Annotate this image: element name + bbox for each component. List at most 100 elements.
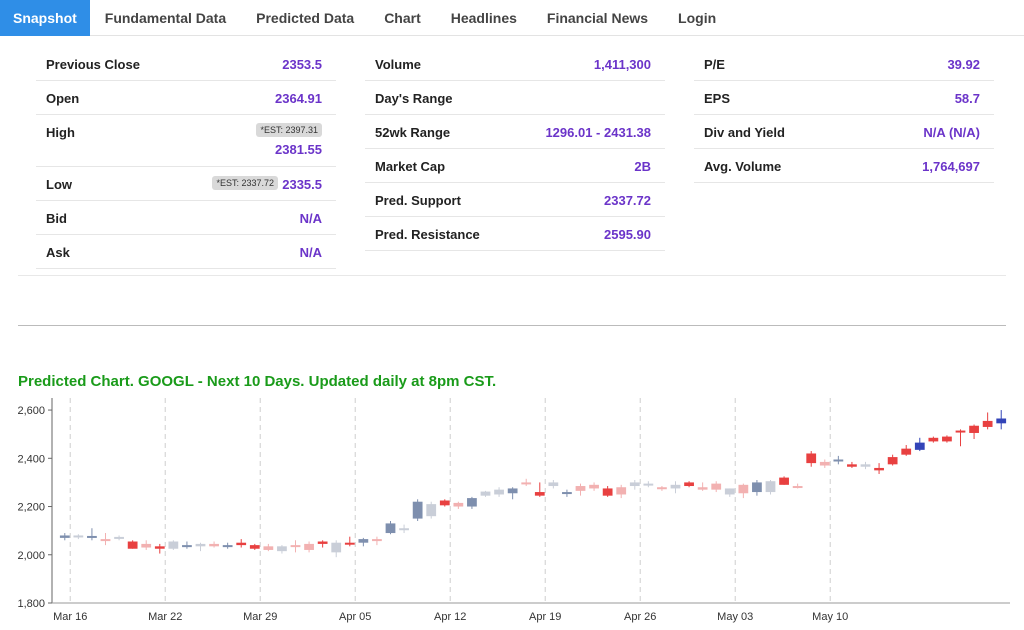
market-cap-label: Market Cap: [375, 159, 446, 174]
candle-body: [209, 543, 219, 547]
div-yield-label: Div and Yield: [704, 125, 785, 140]
candle-body: [154, 546, 165, 549]
candle: [602, 486, 613, 497]
candle: [996, 410, 1007, 430]
candle: [249, 543, 260, 550]
candle-body: [59, 535, 70, 538]
candle: [643, 481, 654, 488]
candle: [73, 534, 84, 540]
candle-body: [779, 477, 789, 485]
x-tick-label: Apr 12: [434, 611, 466, 623]
candle-body: [358, 539, 369, 543]
candle: [806, 451, 817, 467]
52wk-range-label: 52wk Range: [375, 125, 451, 140]
candle: [304, 541, 314, 553]
low-value: 2335.5: [282, 177, 322, 192]
pe-row: P/E 39.92: [694, 47, 994, 81]
candle: [209, 541, 219, 548]
low-row: Low *EST: 2337.72 2335.5: [36, 167, 336, 201]
candle-body: [521, 482, 532, 485]
candle-body: [575, 486, 586, 491]
candle: [575, 483, 586, 496]
candle: [765, 480, 776, 495]
candle: [127, 540, 138, 549]
candle-body: [331, 542, 342, 553]
candle: [507, 487, 518, 500]
candle: [724, 488, 735, 497]
candle-body: [860, 464, 871, 467]
candle-body: [195, 543, 206, 547]
tab-predicted-data[interactable]: Predicted Data: [256, 10, 355, 26]
candle: [684, 481, 694, 488]
low-label: Low: [46, 177, 72, 192]
x-tick-label: Apr 05: [339, 611, 371, 623]
candle: [860, 461, 871, 470]
candle: [969, 424, 979, 439]
candle: [928, 436, 939, 443]
candle-body: [249, 545, 260, 549]
candle: [562, 489, 572, 497]
tab-financial-news[interactable]: Financial News: [546, 10, 649, 26]
candle: [222, 542, 233, 549]
candle: [114, 535, 124, 541]
candle: [263, 543, 274, 552]
ask-row: Ask N/A: [36, 235, 336, 269]
candle-body: [100, 539, 111, 542]
candle: [616, 484, 627, 499]
ask-value: N/A: [299, 245, 322, 260]
candle-body: [589, 484, 599, 489]
candle: [779, 476, 789, 485]
tab-fundamental-data[interactable]: Fundamental Data: [104, 10, 227, 26]
y-tick-label: 1,800: [17, 598, 45, 610]
candle-body: [87, 535, 97, 538]
candle-body: [562, 492, 572, 495]
x-tick-label: May 10: [812, 611, 848, 623]
days-range-row: Day's Range: [365, 81, 665, 115]
candle-body: [263, 546, 274, 550]
candle-body: [317, 541, 328, 544]
candle: [982, 412, 993, 430]
candle: [711, 481, 722, 493]
candle-body: [806, 453, 817, 464]
avg-volume-value: 1,764,697: [922, 159, 980, 174]
tab-snapshot[interactable]: Snapshot: [0, 0, 90, 36]
tab-login[interactable]: Login: [678, 10, 717, 26]
candle: [331, 540, 342, 558]
volume-label: Volume: [375, 57, 421, 72]
pred-resistance-label: Pred. Resistance: [375, 227, 480, 242]
candle: [792, 483, 803, 489]
candle-body: [439, 500, 450, 506]
open-value: 2364.91: [275, 91, 322, 106]
tab-chart[interactable]: Chart: [384, 10, 421, 26]
tab-headlines[interactable]: Headlines: [450, 10, 517, 26]
candle-body: [887, 457, 898, 465]
candle: [548, 480, 559, 489]
candle: [697, 482, 708, 491]
52wk-range-value: 1296.01 - 2431.38: [545, 125, 651, 140]
y-tick-label: 2,200: [17, 502, 45, 514]
candle-body: [657, 487, 667, 490]
candle-body: [399, 528, 409, 531]
eps-value: 58.7: [954, 91, 980, 106]
open-label: Open: [46, 91, 80, 106]
open-row: Open 2364.91: [36, 81, 336, 115]
tab-bar: Snapshot Fundamental Data Predicted Data…: [0, 0, 1024, 36]
market-cap-value: 2B: [634, 159, 651, 174]
volume-value: 1,411,300: [593, 57, 651, 72]
candle: [154, 543, 165, 554]
candle-body: [507, 488, 518, 494]
candle: [657, 486, 667, 491]
volume-row: Volume 1,411,300: [365, 47, 665, 81]
snapshot-column-3: P/E 39.92 EPS 58.7 Div and Yield N/A (N/…: [694, 47, 994, 183]
candle-body: [874, 467, 884, 471]
div-yield-value: N/A (N/A): [923, 125, 980, 140]
candle: [480, 490, 491, 497]
candle: [670, 481, 681, 494]
candle-body: [412, 501, 423, 519]
pred-resistance-row: Pred. Resistance 2595.90: [365, 217, 665, 251]
candle: [874, 463, 884, 474]
candle-body: [996, 418, 1007, 424]
52wk-range-row: 52wk Range 1296.01 - 2431.38: [365, 115, 665, 149]
bid-row: Bid N/A: [36, 201, 336, 235]
candle-body: [534, 492, 545, 496]
